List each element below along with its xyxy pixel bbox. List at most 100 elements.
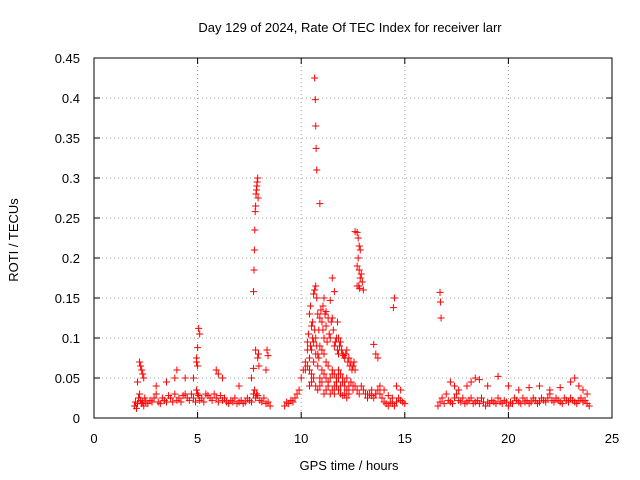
data-point	[390, 294, 398, 302]
data-point	[467, 394, 475, 402]
data-point	[152, 390, 160, 398]
data-point	[388, 394, 396, 402]
data-point	[515, 386, 523, 394]
y-tick-label: 0.4	[62, 91, 80, 106]
data-point	[326, 334, 334, 342]
data-point	[163, 398, 171, 406]
data-point	[328, 386, 336, 394]
data-point	[173, 366, 181, 374]
data-point	[585, 402, 593, 410]
data-point	[374, 386, 382, 394]
data-point	[372, 390, 380, 398]
data-point	[380, 386, 388, 394]
y-tick-label: 0.35	[55, 131, 80, 146]
data-point	[453, 390, 461, 398]
data-point	[208, 396, 216, 404]
data-point	[504, 402, 512, 410]
data-point	[263, 346, 271, 354]
data-point	[315, 354, 323, 362]
data-point	[252, 202, 260, 210]
data-point	[310, 358, 318, 366]
data-point	[235, 382, 243, 390]
x-axis-label: GPS time / hours	[300, 458, 399, 473]
data-point	[311, 286, 319, 294]
data-point	[312, 282, 320, 290]
data-point	[255, 362, 263, 370]
data-point	[253, 390, 261, 398]
data-point	[305, 310, 313, 318]
data-point	[305, 354, 313, 362]
data-point	[192, 398, 200, 406]
data-point	[535, 398, 543, 406]
data-point	[550, 398, 558, 406]
data-point	[374, 354, 382, 362]
data-point	[436, 398, 444, 406]
data-point	[212, 394, 220, 402]
data-point	[262, 366, 270, 374]
data-point	[216, 392, 224, 400]
data-point	[477, 394, 485, 402]
data-point	[370, 340, 378, 348]
data-point	[334, 386, 342, 394]
data-point	[345, 354, 353, 362]
data-point	[370, 394, 378, 402]
data-point	[434, 402, 442, 410]
data-point	[317, 306, 325, 314]
data-point	[393, 398, 401, 406]
data-point	[332, 374, 340, 382]
data-point	[189, 374, 197, 382]
data-point	[314, 362, 322, 370]
data-point	[372, 350, 380, 358]
data-point	[535, 382, 543, 390]
data-point	[343, 346, 351, 354]
data-point	[316, 374, 324, 382]
data-point	[221, 394, 229, 402]
chart-title: Day 129 of 2024, Rate Of TEC Index for r…	[198, 20, 502, 35]
data-point	[231, 394, 239, 402]
data-point	[337, 370, 345, 378]
y-tick-label: 0.15	[55, 291, 80, 306]
data-points	[130, 74, 593, 412]
data-point	[311, 74, 319, 82]
data-point	[304, 330, 312, 338]
data-point	[349, 362, 357, 370]
data-point	[544, 394, 552, 402]
data-point	[328, 274, 336, 282]
data-point	[326, 296, 334, 304]
data-point	[218, 374, 226, 382]
data-point	[169, 398, 177, 406]
data-point	[334, 334, 342, 342]
data-point	[316, 382, 324, 390]
y-axis-label: ROTI / TECUs	[6, 198, 21, 282]
data-point	[250, 288, 258, 296]
data-point	[345, 390, 353, 398]
data-point	[303, 338, 311, 346]
data-point	[567, 378, 575, 386]
data-point	[310, 290, 318, 298]
data-point	[310, 374, 318, 382]
data-point	[475, 400, 483, 408]
data-point	[241, 398, 249, 406]
data-point	[312, 144, 320, 152]
data-point	[250, 364, 258, 372]
data-point	[150, 394, 158, 402]
data-point	[303, 362, 311, 370]
data-point	[437, 314, 445, 322]
data-point	[322, 358, 330, 366]
y-tick-label: 0.05	[55, 371, 80, 386]
data-point	[314, 386, 322, 394]
data-point	[171, 374, 179, 382]
data-point	[214, 370, 222, 378]
data-point	[198, 394, 206, 402]
data-point	[295, 386, 303, 394]
data-point	[187, 390, 195, 398]
data-point	[558, 400, 566, 408]
data-point	[330, 390, 338, 398]
x-tick-label: 0	[90, 431, 97, 446]
data-point	[312, 334, 320, 342]
y-tick-label: 0.2	[62, 251, 80, 266]
data-point	[482, 402, 490, 410]
data-point	[194, 390, 202, 398]
data-point	[322, 386, 330, 394]
data-point	[252, 346, 260, 354]
